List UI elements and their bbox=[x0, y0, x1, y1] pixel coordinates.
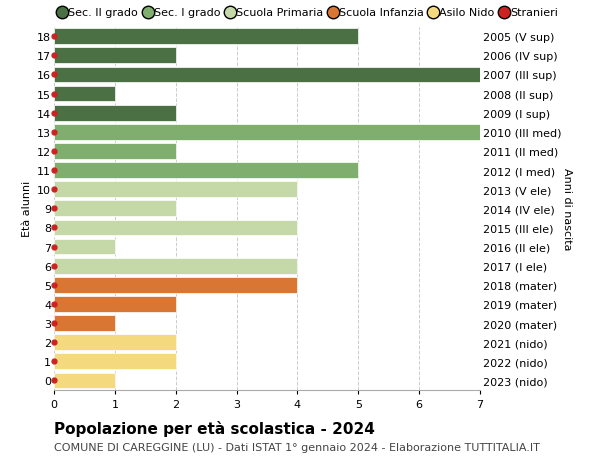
Bar bbox=[54, 354, 176, 369]
Bar bbox=[54, 144, 176, 159]
Bar bbox=[54, 182, 298, 197]
Bar bbox=[54, 315, 115, 331]
Bar bbox=[54, 220, 298, 236]
Bar bbox=[54, 335, 176, 350]
Bar bbox=[54, 106, 176, 121]
Bar bbox=[54, 48, 176, 64]
Bar bbox=[54, 67, 480, 83]
Bar bbox=[54, 258, 298, 274]
Bar bbox=[54, 29, 358, 45]
Y-axis label: Età alunni: Età alunni bbox=[22, 181, 32, 237]
Bar bbox=[54, 125, 480, 140]
Legend: Sec. II grado, Sec. I grado, Scuola Primaria, Scuola Infanzia, Asilo Nido, Stran: Sec. II grado, Sec. I grado, Scuola Prim… bbox=[59, 8, 558, 18]
Bar bbox=[54, 86, 115, 102]
Text: COMUNE DI CAREGGINE (LU) - Dati ISTAT 1° gennaio 2024 - Elaborazione TUTTITALIA.: COMUNE DI CAREGGINE (LU) - Dati ISTAT 1°… bbox=[54, 442, 540, 452]
Bar bbox=[54, 239, 115, 255]
Bar bbox=[54, 373, 115, 388]
Bar bbox=[54, 297, 176, 312]
Y-axis label: Anni di nascita: Anni di nascita bbox=[562, 168, 572, 250]
Bar bbox=[54, 277, 298, 293]
Text: Popolazione per età scolastica - 2024: Popolazione per età scolastica - 2024 bbox=[54, 420, 375, 436]
Bar bbox=[54, 201, 176, 217]
Bar bbox=[54, 163, 358, 179]
